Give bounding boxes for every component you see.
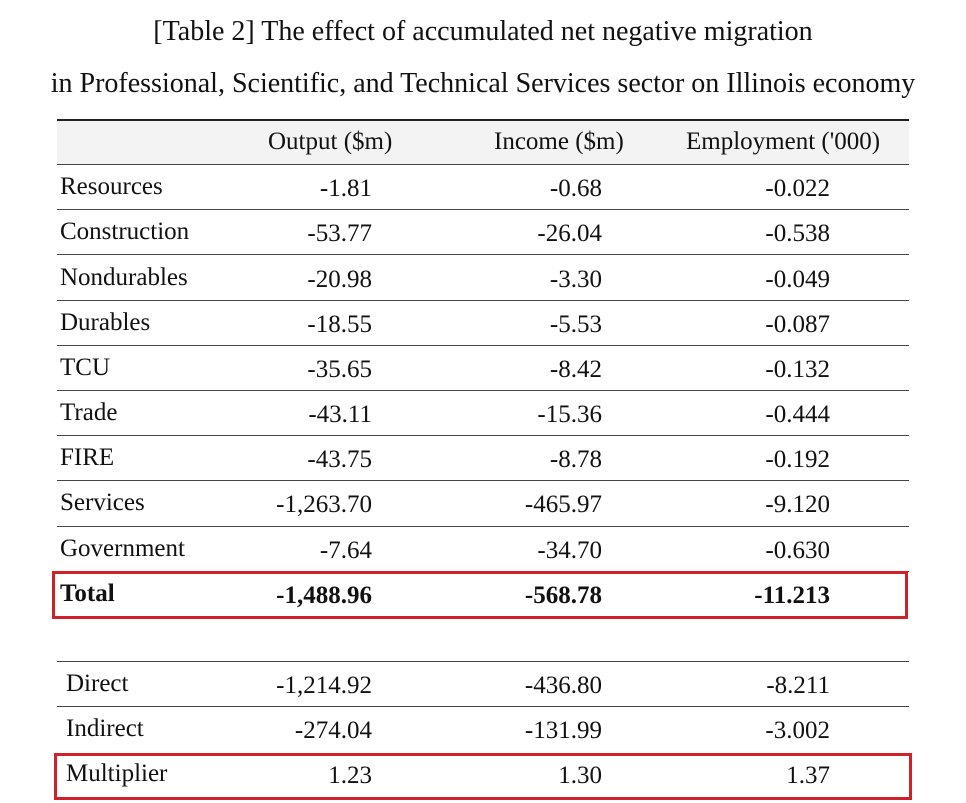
output-value: -7.64: [319, 537, 372, 564]
table-title-line-1: [Table 2] The effect of accumulated net …: [153, 16, 813, 47]
row-label: Construction: [60, 218, 190, 245]
total-label: Total: [60, 580, 115, 607]
column-header-employment: Employment ('000): [686, 128, 881, 155]
header-rule: [57, 164, 909, 165]
income-value: -3.30: [549, 266, 602, 293]
row-label: Direct: [66, 670, 129, 697]
employment-value: -0.630: [765, 537, 830, 564]
multiplier-label: Multiplier: [66, 760, 168, 787]
multiplier-highlight-box: [54, 753, 912, 800]
row-label: Indirect: [66, 715, 144, 742]
income-value: -436.80: [524, 672, 602, 699]
employment-value: -0.022: [765, 175, 830, 202]
row-label: FIRE: [60, 444, 115, 471]
output-value: -18.55: [307, 311, 372, 338]
income-value: -465.97: [524, 491, 602, 518]
row-divider: [57, 209, 909, 210]
income-value: -15.36: [537, 401, 602, 428]
output-value: -43.75: [307, 446, 372, 473]
table-title-line-2: in Professional, Scientific, and Technic…: [50, 68, 916, 99]
row-divider: [57, 254, 909, 255]
income-value: -8.42: [549, 356, 602, 383]
row-divider: [57, 390, 909, 391]
income-value: -5.53: [549, 311, 602, 338]
output-value: -274.04: [294, 717, 372, 744]
table-top-rule: [57, 119, 909, 121]
income-value: -0.68: [549, 175, 602, 202]
employment-value: -0.132: [765, 356, 830, 383]
output-value: -1,263.70: [276, 491, 372, 518]
multiplier-employment: 1.37: [786, 762, 830, 789]
multiplier-income: 1.30: [558, 762, 602, 789]
output-value: -53.77: [307, 220, 372, 247]
row-label: Services: [60, 489, 145, 516]
row-label: Nondurables: [60, 264, 188, 291]
employment-value: -8.211: [766, 672, 830, 699]
row-label: Government: [60, 535, 185, 562]
income-value: -131.99: [524, 717, 602, 744]
row-divider: [57, 300, 909, 301]
output-value: -1,214.92: [276, 672, 372, 699]
employment-value: -0.444: [765, 401, 830, 428]
row-divider: [57, 345, 909, 346]
column-header-output: Output ($m): [268, 128, 393, 155]
row-label: TCU: [60, 354, 110, 381]
employment-value: -0.087: [765, 311, 830, 338]
total-highlight-box: [52, 571, 908, 619]
output-value: -20.98: [307, 266, 372, 293]
total-output: -1,488.96: [276, 582, 372, 609]
header-background: [57, 120, 909, 164]
output-value: -35.65: [307, 356, 372, 383]
income-value: -8.78: [549, 446, 602, 473]
row-label: Trade: [60, 399, 118, 426]
employment-value: -0.538: [765, 220, 830, 247]
income-value: -26.04: [537, 220, 602, 247]
income-value: -34.70: [537, 537, 602, 564]
total-employment: -11.213: [754, 582, 830, 609]
row-label: Resources: [60, 173, 163, 200]
employment-value: -0.192: [765, 446, 830, 473]
total-income: -568.78: [524, 582, 602, 609]
row-label: Durables: [60, 309, 151, 336]
output-value: -43.11: [308, 401, 372, 428]
employment-value: -9.120: [765, 491, 830, 518]
row-divider: [57, 526, 909, 527]
employment-value: -3.002: [765, 717, 830, 744]
section-top-rule: [57, 661, 909, 662]
row-divider: [57, 480, 909, 481]
row-divider: [57, 435, 909, 436]
output-value: -1.81: [319, 175, 372, 202]
column-header-income: Income ($m): [494, 128, 624, 155]
multiplier-output: 1.23: [328, 762, 372, 789]
row-divider: [57, 706, 909, 707]
employment-value: -0.049: [765, 266, 830, 293]
